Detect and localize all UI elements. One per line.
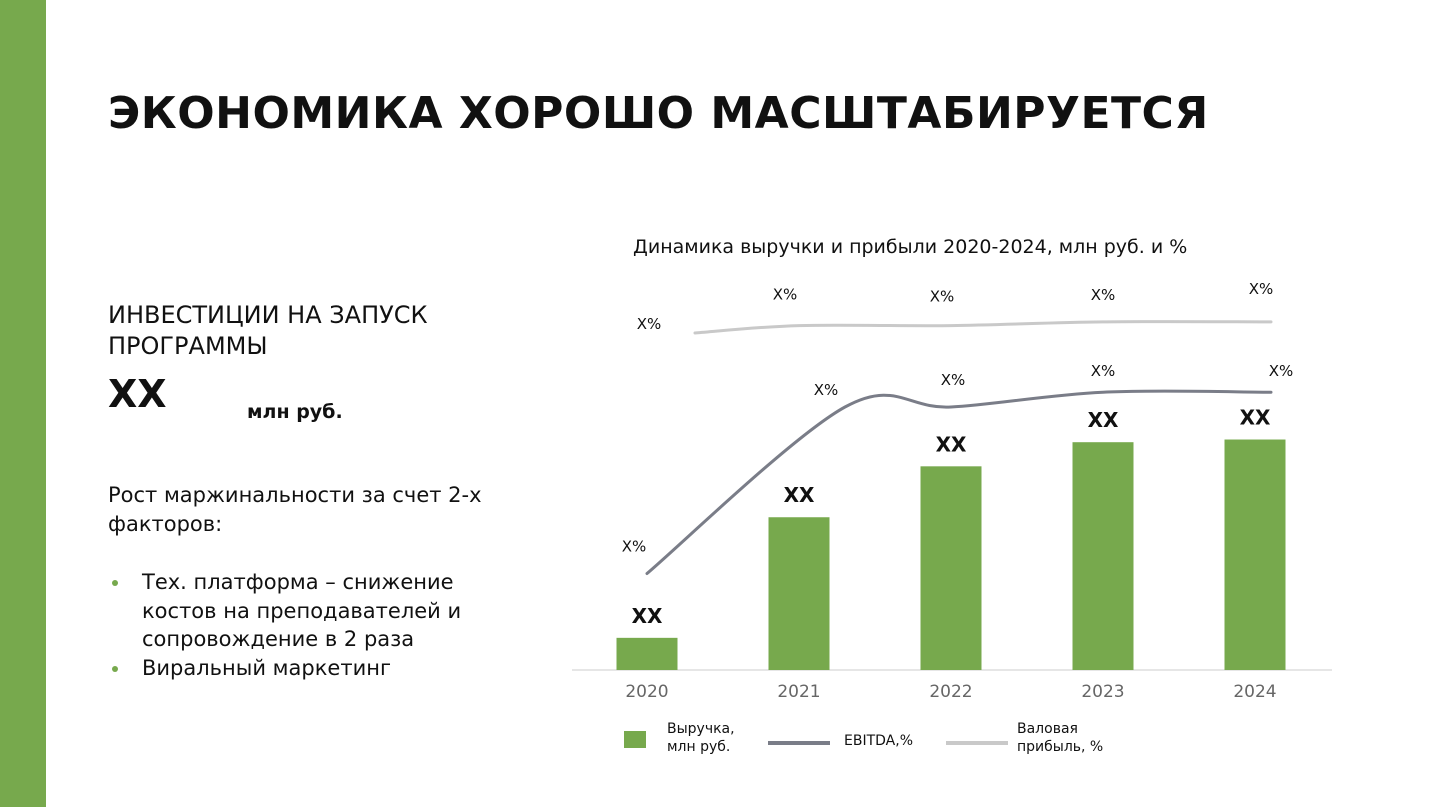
ebitda-line [645,389,1273,575]
bar-value-label: XX [936,432,967,456]
factor-item: Тех. платформа – снижение костов на преп… [108,568,488,654]
percent-label: X% [1091,286,1116,304]
x-tick-label: 2020 [625,682,668,702]
percent-label: X% [814,381,839,399]
x-tick-label: 2023 [1081,682,1124,702]
percent-label: X% [1249,280,1274,298]
investment-unit: млн руб. [247,401,343,423]
gross-profit-line [693,320,1273,335]
slide-title: ЭКОНОМИКА ХОРОШО МАСШТАБИРУЕТСЯ [108,88,1209,139]
revenue-bar [616,637,678,670]
factor-text: Виральный маркетинг [142,655,391,680]
percent-label: X% [930,288,955,306]
percent-label: X% [622,538,647,556]
percent-label: X% [773,286,798,304]
investment-value: XX [108,372,167,416]
labels-group: XX XX XX XX XX X% X% X% X% X% X% X% X% X% X% [622,280,1294,628]
legend-revenue-swatch [624,731,646,748]
bar-value-label: XX [1240,406,1271,430]
legend-label: EBITDA,% [844,733,913,749]
x-ticks-group: 2020 2021 2022 2023 2024 [625,682,1276,702]
revenue-bar [1072,442,1134,670]
percent-label: X% [637,315,662,333]
percent-label: X% [1269,362,1294,380]
investment-label: ИНВЕСТИЦИИ НА ЗАПУСК ПРОГРАММЫ [108,301,428,360]
bullet-icon [112,665,118,672]
lines-group [645,320,1273,575]
revenue-bar [920,466,982,670]
revenue-bar [768,517,830,670]
bar-value-label: XX [1088,408,1119,432]
x-tick-label: 2022 [929,682,972,702]
percent-label: X% [941,371,966,389]
margin-growth-text: Рост маржинальности за счет 2-х факторов… [108,483,482,536]
percent-label: X% [1091,362,1116,380]
x-tick-label: 2021 [777,682,820,702]
legend-label: млн руб. [667,739,730,755]
bar-value-label: XX [784,483,815,507]
chart-legend: Выручка, млн руб. EBITDA,% Валовая прибыль, … [624,721,1103,755]
factor-item: Виральный маркетинг [108,654,488,683]
chart-title: Динамика выручки и прибыли 2020-2024, мл… [633,236,1187,258]
bars-group [616,439,1286,670]
legend-label: Выручка, [667,721,735,737]
bullet-icon [112,580,118,586]
bar-value-label: XX [632,604,663,628]
factor-text: Тех. платформа – снижение костов на преп… [142,570,462,651]
x-tick-label: 2024 [1233,682,1276,702]
legend-label: прибыль, % [1017,739,1103,755]
revenue-bar [1224,439,1286,670]
legend-label: Валовая [1017,721,1078,737]
factors-list: Тех. платформа – снижение костов на преп… [108,568,488,682]
accent-side-bar [0,0,46,807]
